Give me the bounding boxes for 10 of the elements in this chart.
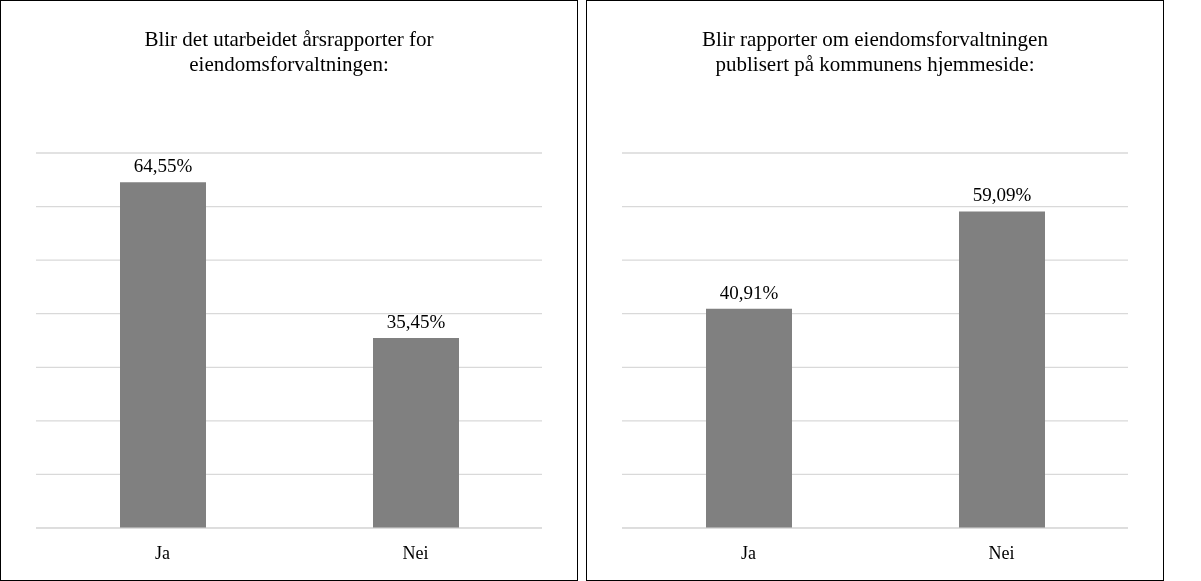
x-tick-label: Ja [155, 542, 170, 563]
chart-title: Blir rapporter om eiendomsforvaltningen publisert på kommunens hjemmeside: [701, 27, 1049, 78]
data-label: 59,09% [972, 184, 1032, 206]
data-label: 35,45% [386, 311, 446, 333]
x-tick-label: Nei [988, 542, 1015, 563]
data-label: 64,55% [133, 155, 193, 177]
x-tick-label: Nei [402, 542, 429, 563]
chart-title: Blir det utarbeidet årsrapporter for eiendomsforvaltningen: [143, 27, 435, 78]
x-tick-label: Ja [741, 542, 756, 563]
data-label: 40,91% [719, 281, 779, 303]
